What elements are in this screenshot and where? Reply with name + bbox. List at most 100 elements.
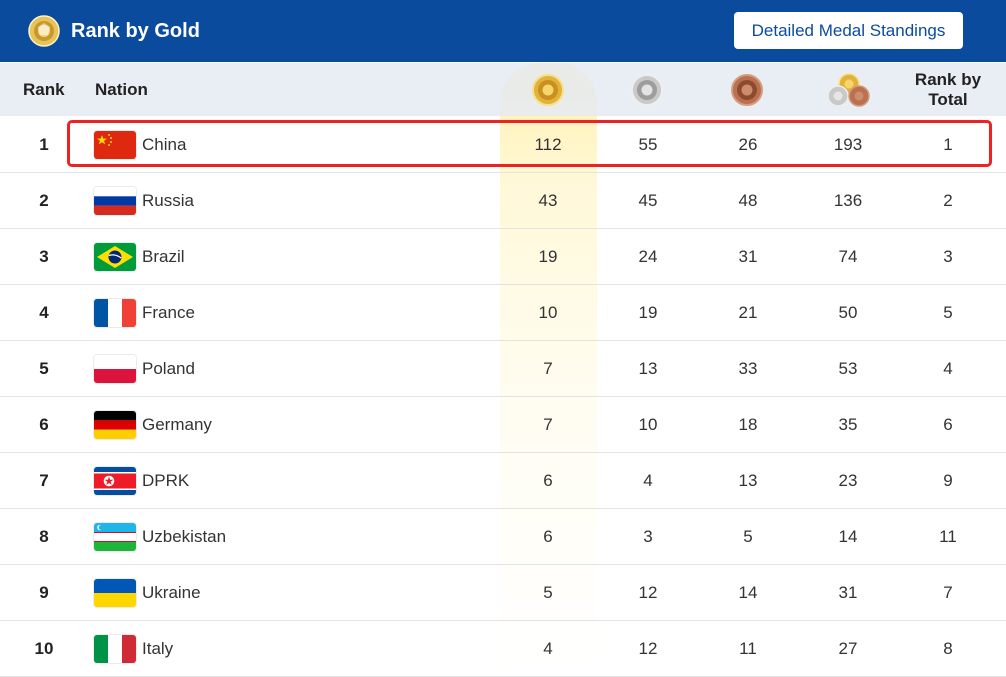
bronze-count: 11	[739, 639, 757, 658]
medal-table: Rank Nation	[0, 63, 1006, 677]
poland-flag-icon	[94, 355, 136, 383]
bronze-count: 18	[738, 415, 758, 434]
rank-cell: 8	[39, 527, 49, 546]
rank-cell: 6	[39, 415, 49, 434]
france-flag-icon	[94, 299, 136, 327]
nation-name[interactable]: Uzbekistan	[142, 527, 227, 546]
italy-flag-icon	[94, 635, 136, 663]
silver-count: 12	[638, 639, 658, 658]
nation-name[interactable]: DPRK	[142, 471, 190, 490]
total-count: 14	[838, 527, 858, 546]
page-header: Rank by Gold Detailed Medal Standings	[0, 0, 1006, 62]
nation-name[interactable]: Poland	[142, 359, 195, 378]
table-header: Rank Nation	[0, 63, 1006, 116]
rank-cell: 7	[39, 471, 49, 490]
uzbekistan-flag-icon	[94, 523, 136, 551]
table-row[interactable]: 10 Italy 4 12 11 27 8	[0, 621, 1006, 677]
gold-count: 6	[543, 527, 553, 546]
ukraine-flag-icon	[94, 579, 136, 607]
nation-name[interactable]: Ukraine	[142, 583, 201, 602]
rank-by-total-cell: 5	[943, 303, 953, 322]
silver-count: 4	[643, 471, 653, 490]
rank-by-total-cell: 4	[943, 359, 953, 378]
bronze-medal-icon[interactable]	[727, 73, 767, 107]
gold-count: 112	[534, 135, 562, 154]
dprk-flag-icon	[94, 467, 136, 495]
nation-name[interactable]: Italy	[142, 639, 174, 658]
brazil-flag-icon	[94, 243, 136, 271]
bronze-count: 33	[738, 359, 758, 378]
gold-count: 43	[538, 191, 558, 210]
bronze-count: 26	[738, 135, 758, 154]
rank-by-total-cell: 8	[943, 639, 953, 658]
gold-count: 10	[538, 303, 558, 322]
table-body: 1 China 112 55 26 193 1 2 Russia 43 45 48 136 2 3 Brazi…	[0, 117, 1006, 677]
silver-count: 10	[638, 415, 658, 434]
rank-cell: 9	[39, 583, 49, 602]
total-count: 53	[838, 359, 858, 378]
nation-name[interactable]: Germany	[142, 415, 212, 434]
russia-flag-icon	[94, 187, 136, 215]
table-row[interactable]: 7 DPRK 6 4 13 23 9	[0, 453, 1006, 509]
rank-by-total-cell: 6	[943, 415, 953, 434]
rank-cell: 1	[39, 135, 49, 154]
rank-by-total-line1: Rank by	[914, 69, 982, 89]
gold-count: 19	[538, 247, 558, 266]
table-row[interactable]: 3 Brazil 19 24 31 74 3	[0, 229, 1006, 285]
total-count: 23	[838, 471, 858, 490]
all-medals-icon[interactable]	[826, 73, 872, 107]
rank-cell: 3	[39, 247, 49, 266]
gold-count: 7	[543, 359, 553, 378]
table-row[interactable]: 6 Germany 7 10 18 35 6	[0, 397, 1006, 453]
bronze-count: 5	[743, 527, 753, 546]
rank-cell: 10	[34, 639, 54, 658]
total-count: 50	[838, 303, 858, 322]
rank-by-total-line2: Total	[928, 89, 968, 109]
silver-count: 13	[638, 359, 658, 378]
table-row[interactable]: 2 Russia 43 45 48 136 2	[0, 173, 1006, 229]
column-header-rank-by-total[interactable]: Rank by Total	[898, 63, 998, 116]
gold-count: 6	[543, 471, 553, 490]
medal-logo-icon	[28, 15, 60, 47]
total-count: 74	[838, 247, 858, 266]
silver-medal-icon[interactable]	[627, 73, 667, 107]
rank-by-total-cell: 11	[939, 527, 957, 546]
total-count: 35	[838, 415, 858, 434]
germany-flag-icon	[94, 411, 136, 439]
total-count: 27	[838, 639, 858, 658]
bronze-count: 14	[738, 583, 758, 602]
table-row[interactable]: 9 Ukraine 5 12 14 31 7	[0, 565, 1006, 621]
column-header-nation: Nation	[95, 79, 148, 99]
bronze-count: 31	[738, 247, 758, 266]
table-row[interactable]: 1 China 112 55 26 193 1	[0, 117, 1006, 173]
table-row[interactable]: 5 Poland 7 13 33 53 4	[0, 341, 1006, 397]
silver-count: 45	[638, 191, 658, 210]
silver-count: 12	[638, 583, 658, 602]
rank-cell: 4	[39, 303, 49, 322]
silver-count: 3	[643, 527, 653, 546]
rank-by-total-label: Rank by Total	[915, 70, 981, 110]
gold-medal-icon[interactable]	[528, 73, 568, 107]
silver-count: 55	[638, 135, 658, 154]
nation-name[interactable]: Russia	[142, 191, 194, 210]
rank-by-total-cell: 2	[943, 191, 953, 210]
rank-cell: 5	[39, 359, 49, 378]
total-count: 136	[833, 191, 863, 210]
nation-name[interactable]: France	[142, 303, 195, 322]
rank-by-total-cell: 9	[943, 471, 953, 490]
rank-by-total-cell: 1	[943, 135, 953, 154]
total-count: 193	[833, 135, 863, 154]
bronze-count: 13	[738, 471, 758, 490]
nation-name[interactable]: China	[142, 135, 187, 154]
page-title: Rank by Gold	[71, 20, 200, 42]
table-row[interactable]: 8 Uzbekistan 6 3 5 14 11	[0, 509, 1006, 565]
table-row[interactable]: 4 France 10 19 21 50 5	[0, 285, 1006, 341]
gold-count: 4	[543, 639, 553, 658]
gold-count: 7	[543, 415, 553, 434]
rank-by-total-cell: 3	[943, 247, 953, 266]
bronze-count: 48	[738, 191, 758, 210]
detailed-medal-standings-button[interactable]: Detailed Medal Standings	[734, 12, 963, 49]
nation-name[interactable]: Brazil	[142, 247, 185, 266]
silver-count: 24	[638, 247, 658, 266]
column-header-rank[interactable]: Rank	[23, 79, 65, 99]
